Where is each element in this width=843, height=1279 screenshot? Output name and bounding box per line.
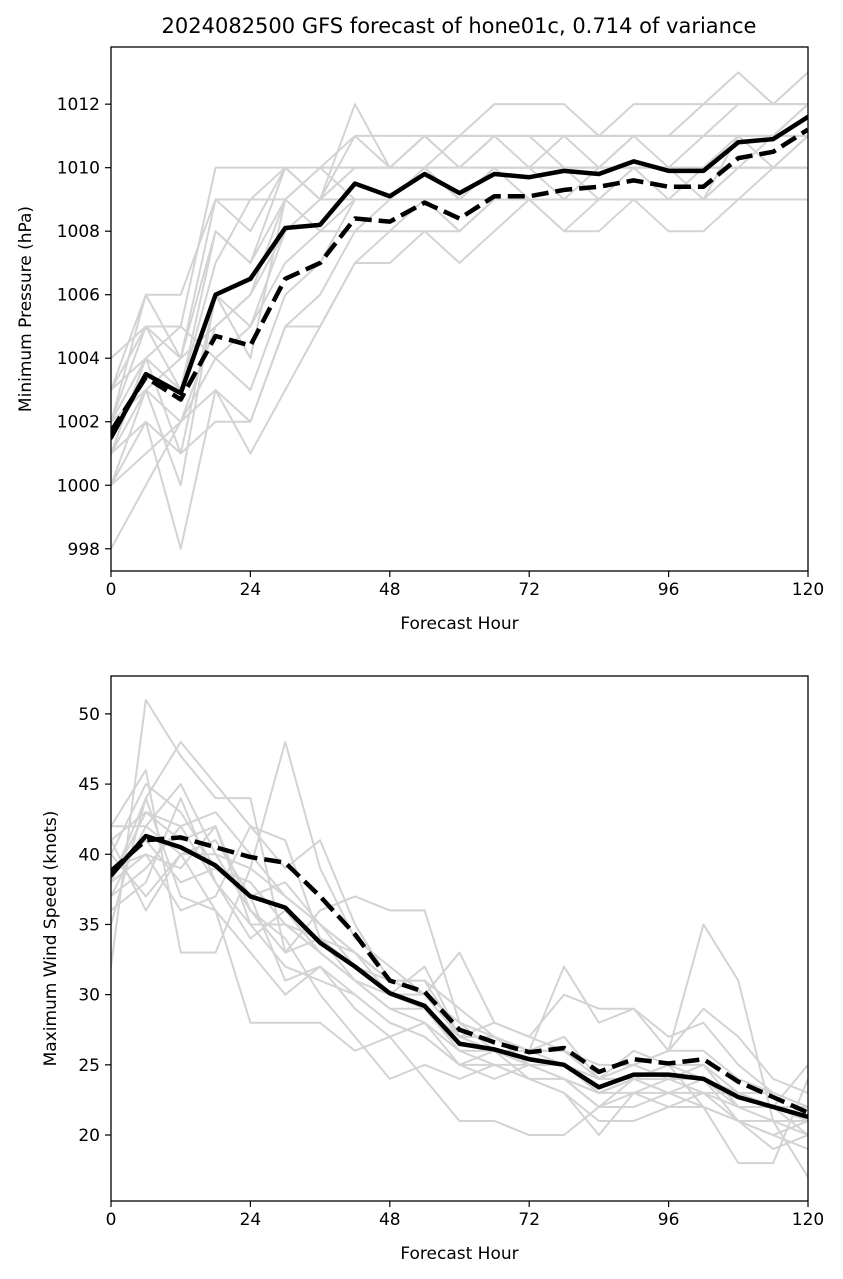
y-tick-label: 1002: [57, 413, 100, 433]
summary-lines: [111, 833, 808, 1120]
ensemble-members: [111, 71, 808, 550]
y-tick-label: 20: [78, 1126, 100, 1146]
y-axis-label: Minimum Pressure (hPa): [16, 206, 36, 412]
y-tick-label: 1012: [57, 95, 100, 115]
y-tick-label: 998: [68, 540, 100, 560]
y-tick-label: 1010: [57, 159, 100, 179]
solid-line: [111, 833, 808, 1120]
x-tick-label: 24: [240, 1210, 262, 1230]
x-axis-label: Forecast Hour: [400, 614, 518, 634]
panel-1: 0 24 48 72 96 120 998 1000 1002 1004 1006 1008 1010 1…: [16, 46, 824, 634]
axes-frame: [110, 675, 809, 1202]
x-tick-label: 24: [240, 580, 262, 600]
chart-title: 2024082500 GFS forecast of hone01c, 0.71…: [162, 14, 757, 38]
y-tick-label: 45: [78, 775, 100, 795]
axes-frame: [110, 46, 809, 572]
member-line-11: [111, 166, 808, 391]
solid-line: [111, 114, 808, 440]
member-line-14: [111, 103, 808, 486]
x-tick-label: 0: [106, 1210, 117, 1230]
member-line-15: [111, 135, 808, 391]
y-axis-label: Maximum Wind Speed (knots): [41, 811, 61, 1067]
x-tick-label: 96: [658, 1210, 680, 1230]
y-tick-label: 1008: [57, 222, 100, 242]
y-tick-label: 1004: [57, 349, 100, 369]
x-tick-label: 120: [792, 1210, 824, 1230]
x-tick-label: 0: [106, 580, 117, 600]
member-line-12: [111, 134, 808, 423]
member-line-7: [111, 811, 808, 1122]
x-tick-label: 72: [518, 580, 540, 600]
member-line-8: [111, 166, 808, 550]
x-tick-label: 48: [379, 580, 401, 600]
panel-2: 0 24 48 72 96 120 20 25 30 35 40 45 50 Forecast Hour M…: [41, 675, 824, 1264]
panels: 0 24 48 72 96 120 998 1000 1002 1004 1006 1008 1010 1…: [16, 46, 824, 1264]
y-tick-label: 50: [78, 705, 100, 725]
y-tick-label: 1000: [57, 476, 100, 496]
dashed-line: [111, 835, 808, 1115]
y-tick-label: 25: [78, 1056, 100, 1076]
member-line-4: [111, 825, 808, 1165]
member-line-3: [111, 740, 808, 1094]
x-tick-label: 120: [792, 580, 824, 600]
x-tick-label: 72: [518, 1210, 540, 1230]
y-tick-label: 1006: [57, 286, 100, 306]
y-tick-label: 30: [78, 986, 100, 1006]
x-axis-label: Forecast Hour: [400, 1244, 518, 1264]
y-tick-label: 40: [78, 845, 100, 865]
x-tick-label: 96: [658, 580, 680, 600]
summary-lines: [111, 114, 808, 440]
x-tick-label: 48: [379, 1210, 401, 1230]
y-tick-label: 35: [78, 915, 100, 935]
member-line-16: [111, 811, 808, 1108]
